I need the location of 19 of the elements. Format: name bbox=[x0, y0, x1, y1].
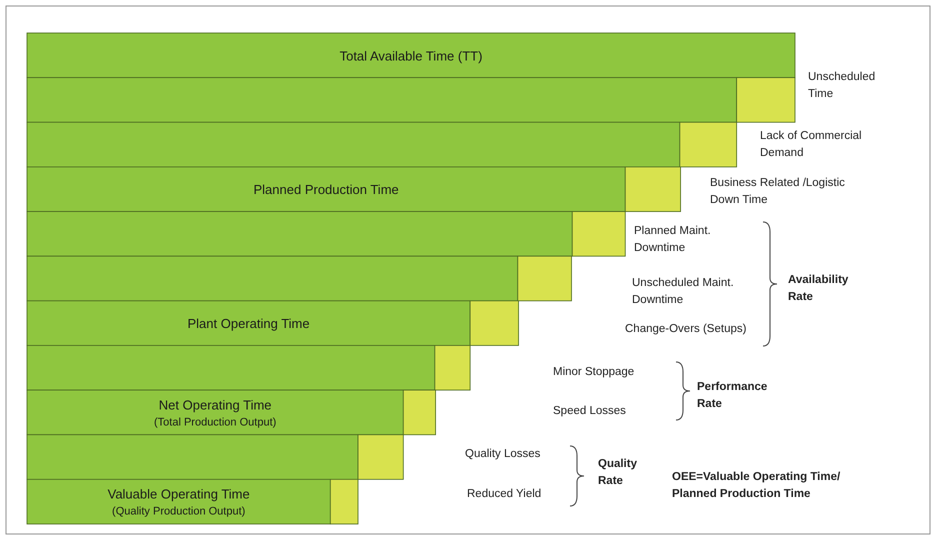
annotation: Planned Maint. Downtime bbox=[634, 225, 711, 254]
annotation: Lack of Commercial Demand bbox=[760, 130, 862, 159]
annotation: Minor Stoppage bbox=[553, 366, 634, 378]
annotation: OEE=Valuable Operating Time/ Planned Production Time bbox=[672, 471, 841, 500]
annotation: Quality Losses bbox=[465, 448, 541, 460]
annotation: Speed Losses bbox=[553, 405, 626, 417]
y-tick-label: Plant Operating Time bbox=[188, 316, 310, 332]
annotation: Change-Overs (Setups) bbox=[625, 323, 747, 335]
annotation: Unscheduled Maint. Downtime bbox=[632, 277, 734, 306]
annotation: Availability Rate bbox=[788, 274, 849, 303]
y-tick-label: Total Available Time (TT) bbox=[340, 48, 482, 64]
y-tick-label: Net Operating Time (Total Production Output) bbox=[154, 397, 276, 428]
y-tick-label: Planned Production Time bbox=[254, 182, 399, 198]
y-tick-label: Valuable Operating Time (Quality Production Output) bbox=[108, 486, 250, 518]
annotation: Business Related /Logistic Down Time bbox=[710, 177, 846, 206]
annotation: Quality Rate bbox=[598, 458, 638, 487]
annotation: Performance Rate bbox=[697, 381, 768, 410]
annotation: Reduced Yield bbox=[467, 488, 542, 500]
text: Unscheduled Time bbox=[808, 71, 876, 100]
